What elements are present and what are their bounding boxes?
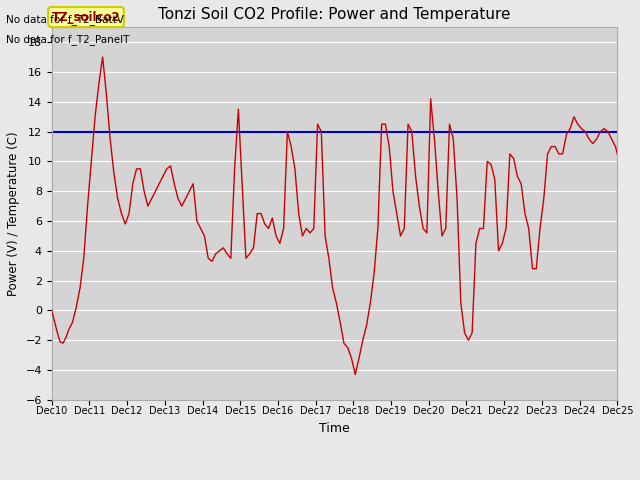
Text: No data for f_T2_PanelT: No data for f_T2_PanelT (6, 34, 130, 45)
Title: Tonzi Soil CO2 Profile: Power and Temperature: Tonzi Soil CO2 Profile: Power and Temper… (158, 7, 511, 22)
Y-axis label: Power (V) / Temperature (C): Power (V) / Temperature (C) (7, 131, 20, 296)
Text: TZ_soilco2: TZ_soilco2 (52, 11, 120, 24)
Text: No data for f_T2_BattV: No data for f_T2_BattV (6, 14, 124, 25)
Legend: CR23X Temperature, CR23X Voltage: CR23X Temperature, CR23X Voltage (173, 475, 496, 480)
X-axis label: Time: Time (319, 421, 350, 435)
